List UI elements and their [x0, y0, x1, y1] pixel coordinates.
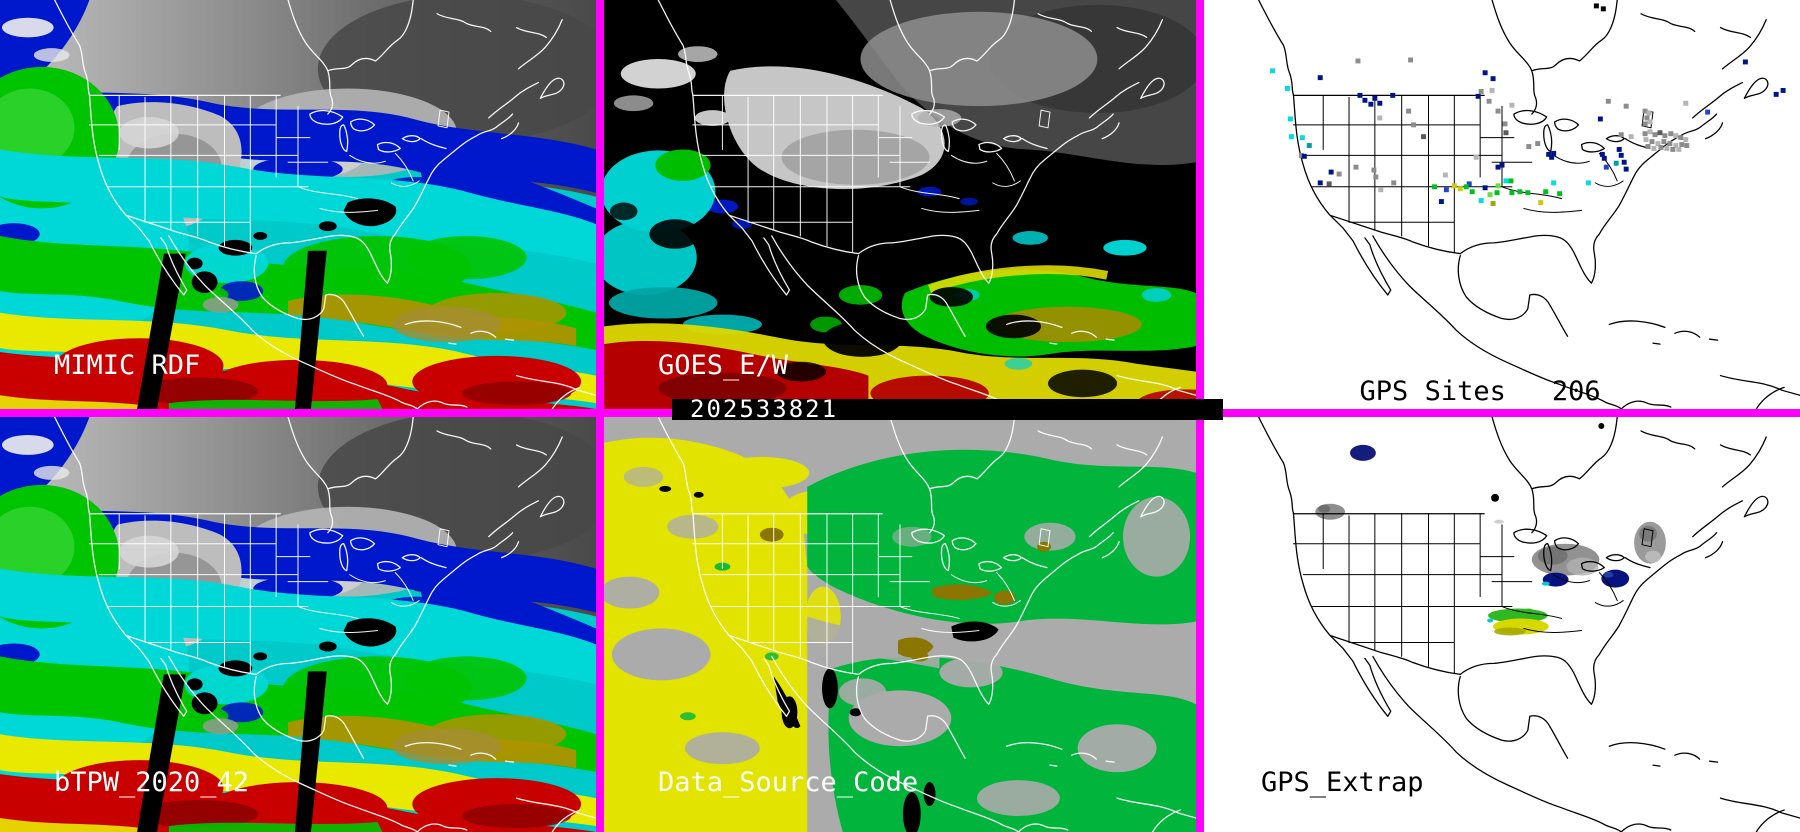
timestamp-bar: 202533821 — [672, 397, 1223, 421]
panel-data-source-code: Data_Source_Code — [604, 417, 1196, 832]
goes-ew-map-image — [604, 0, 1196, 409]
gps-sites-map-image — [1204, 0, 1800, 409]
timestamp-text: 202533821 — [690, 395, 839, 423]
panel-goes-ew: GOES_E/W — [604, 0, 1196, 409]
panel-btpw: bTPW_2020_42 — [0, 417, 596, 832]
data-source-code-map-image — [604, 417, 1196, 832]
panel-gps-extrap: GPS_Extrap — [1204, 417, 1800, 832]
panel-gps-sites: GPS Sites 206 — [1204, 0, 1800, 409]
gps-extrap-map-image — [1204, 417, 1800, 832]
btpw-map-image — [0, 417, 596, 832]
panel-mimic-rdf: MIMIC RDF — [0, 0, 596, 409]
mimic-rdf-map-image — [0, 0, 596, 409]
gps-site-markers — [1270, 3, 1786, 206]
